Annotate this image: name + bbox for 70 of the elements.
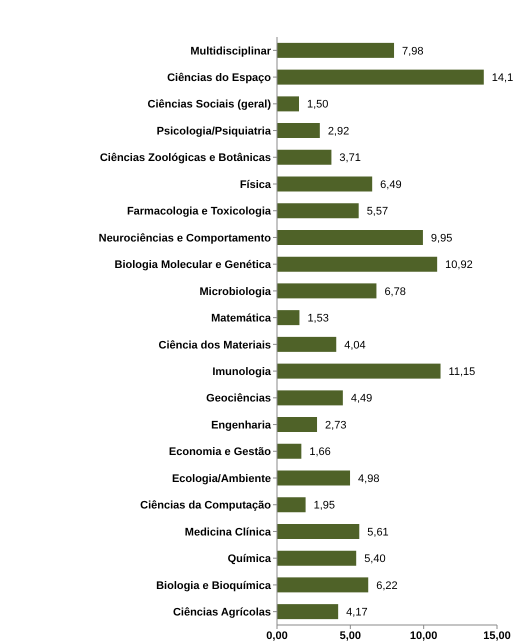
- data-label: 6,49: [380, 178, 402, 191]
- y-tick-label: Psicologia/Psiquiatria: [156, 125, 272, 138]
- bar: [277, 577, 368, 592]
- y-tick-label: Ecologia/Ambiente: [172, 472, 271, 485]
- y-tick-label: Multidisciplinar: [190, 45, 272, 58]
- data-label: 1,66: [309, 446, 331, 458]
- y-tick-label: Engenharia: [211, 419, 272, 432]
- bar: [277, 444, 302, 459]
- data-label: 5,61: [367, 526, 389, 538]
- y-tick-label: Ciências da Computação: [140, 500, 272, 512]
- y-tick-label: Economia e Gestão: [168, 446, 272, 458]
- y-tick-label: Ciências Sociais (geral): [148, 98, 272, 111]
- y-tick-label: Neurociências e Comportamento: [98, 232, 272, 244]
- y-tick-label: Ciências do Espaço: [167, 72, 272, 84]
- y-tick-label: Microbiologia: [200, 286, 272, 298]
- x-tick-label: 5,00: [340, 630, 362, 642]
- data-label: 6,78: [384, 286, 406, 298]
- bar: [277, 497, 306, 512]
- bar: [277, 96, 299, 112]
- y-tick-label: Biologia Molecular e Genética: [114, 259, 272, 272]
- bar: [277, 203, 359, 218]
- data-label: 4,49: [350, 392, 372, 405]
- y-tick-label: Ciência dos Materiais: [158, 339, 271, 352]
- y-tick-label: Ciências Zoológicas e Botânicas: [100, 152, 271, 164]
- data-label: 10,92: [445, 259, 473, 272]
- bar: [277, 417, 318, 432]
- bar: [277, 256, 438, 272]
- y-tick-label: Medicina Clínica: [184, 526, 272, 538]
- data-label: 11,15: [448, 366, 476, 378]
- y-tick-label: Farmacologia e Toxicologia: [126, 206, 272, 218]
- data-label: 2,73: [325, 419, 346, 432]
- data-label: 1,95: [314, 500, 336, 512]
- bar: [277, 283, 376, 298]
- bar: [277, 310, 300, 326]
- data-label: 2,92: [328, 125, 350, 138]
- data-label: 9,95: [430, 232, 452, 244]
- x-tick-label: 10,00: [410, 630, 438, 642]
- y-tick-label: Química: [228, 553, 272, 566]
- y-tick-label: Matemática: [211, 312, 272, 325]
- y-tick-label: Imunologia: [212, 366, 272, 378]
- bar: [277, 390, 343, 406]
- data-label: 3,71: [339, 152, 361, 164]
- x-tick-label: 0,00: [266, 630, 288, 642]
- bar: [277, 470, 350, 486]
- bar: [277, 123, 320, 138]
- y-tick-label: Biologia e Bioquímica: [156, 580, 272, 592]
- x-tick-label: 15,00: [483, 630, 511, 642]
- bar: [277, 150, 332, 165]
- y-tick-label: Física: [240, 178, 272, 191]
- y-tick-label: Geociências: [206, 392, 271, 405]
- y-tick-label: Ciências Agrícolas: [172, 606, 271, 619]
- data-label: 5,40: [364, 553, 386, 566]
- data-label: 6,22: [376, 580, 398, 592]
- data-label: 7,98: [402, 45, 424, 58]
- bar: [277, 524, 360, 539]
- data-label: 4,04: [344, 339, 366, 352]
- bar: [277, 230, 423, 245]
- bar: [277, 364, 441, 379]
- data-label: 5,57: [366, 206, 388, 218]
- bar: [277, 336, 336, 352]
- bar: [277, 604, 338, 620]
- bar: [277, 176, 372, 192]
- data-label: 14,1: [492, 72, 514, 84]
- bar: [277, 70, 484, 85]
- data-label: 1,53: [307, 312, 329, 325]
- bar: [277, 550, 356, 566]
- data-label: 4,98: [358, 472, 380, 485]
- data-label: 1,50: [307, 98, 328, 111]
- bar: [277, 42, 394, 58]
- data-label: 4,17: [346, 606, 368, 619]
